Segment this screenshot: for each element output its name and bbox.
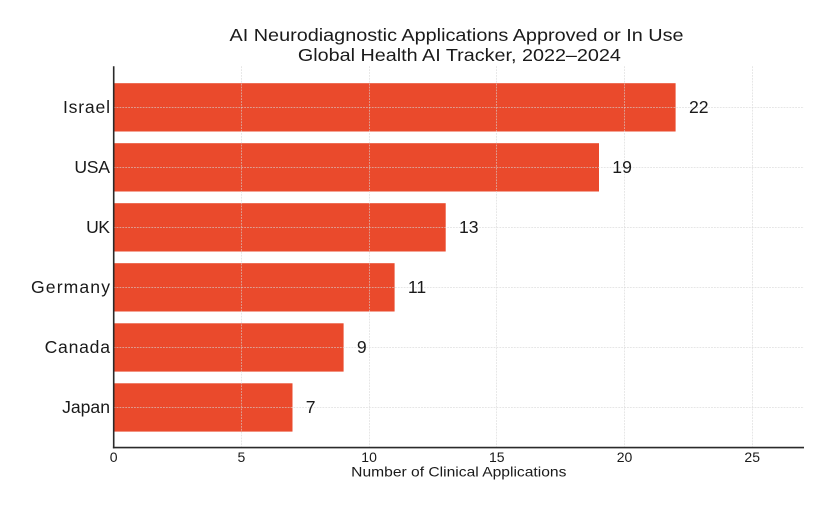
- svg-text:10: 10: [361, 449, 377, 465]
- svg-text:Number of Clinical Application: Number of Clinical Applications: [351, 465, 566, 480]
- svg-text:7: 7: [306, 397, 316, 417]
- svg-text:AI Neurodiagnostic Application: AI Neurodiagnostic Applications Approved…: [230, 25, 684, 45]
- svg-text:9: 9: [357, 337, 367, 357]
- svg-text:Germany: Germany: [31, 277, 110, 297]
- svg-text:Israel: Israel: [63, 97, 110, 117]
- svg-text:UK: UK: [86, 217, 110, 237]
- svg-text:15: 15: [489, 449, 505, 465]
- svg-text:19: 19: [612, 157, 632, 177]
- svg-text:5: 5: [238, 449, 246, 465]
- svg-text:0: 0: [110, 449, 118, 465]
- svg-text:25: 25: [744, 449, 760, 465]
- svg-text:Japan: Japan: [62, 397, 110, 417]
- svg-text:USA: USA: [74, 157, 110, 177]
- svg-text:13: 13: [459, 217, 479, 237]
- svg-text:Canada: Canada: [45, 337, 111, 357]
- svg-text:Global Health AI Tracker, 2022: Global Health AI Tracker, 2022–2024: [298, 45, 621, 65]
- svg-text:22: 22: [689, 97, 709, 117]
- svg-text:20: 20: [617, 449, 633, 465]
- svg-text:11: 11: [408, 277, 426, 297]
